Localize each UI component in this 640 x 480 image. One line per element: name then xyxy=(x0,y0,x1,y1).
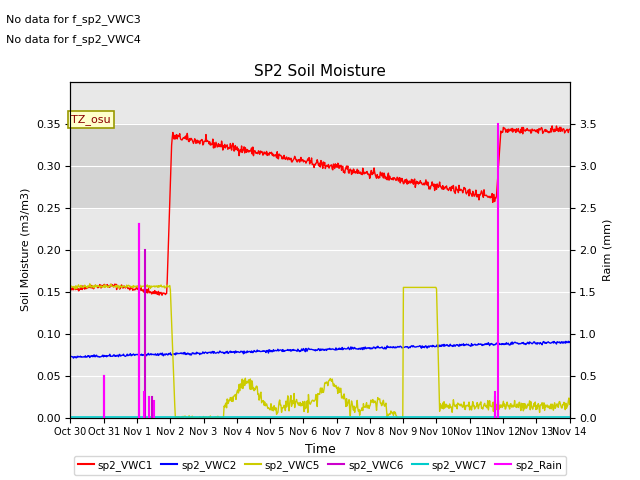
Bar xyxy=(70,124,570,208)
Text: TZ_osu: TZ_osu xyxy=(71,114,111,125)
Text: No data for f_sp2_VWC4: No data for f_sp2_VWC4 xyxy=(6,34,141,45)
Y-axis label: Raim (mm): Raim (mm) xyxy=(603,218,612,281)
X-axis label: Time: Time xyxy=(305,443,335,456)
Legend: sp2_VWC1, sp2_VWC2, sp2_VWC5, sp2_VWC6, sp2_VWC7, sp2_Rain: sp2_VWC1, sp2_VWC2, sp2_VWC5, sp2_VWC6, … xyxy=(74,456,566,475)
Y-axis label: Soil Moisture (m3/m3): Soil Moisture (m3/m3) xyxy=(20,188,30,312)
Text: No data for f_sp2_VWC3: No data for f_sp2_VWC3 xyxy=(6,14,141,25)
Title: SP2 Soil Moisture: SP2 Soil Moisture xyxy=(254,64,386,79)
